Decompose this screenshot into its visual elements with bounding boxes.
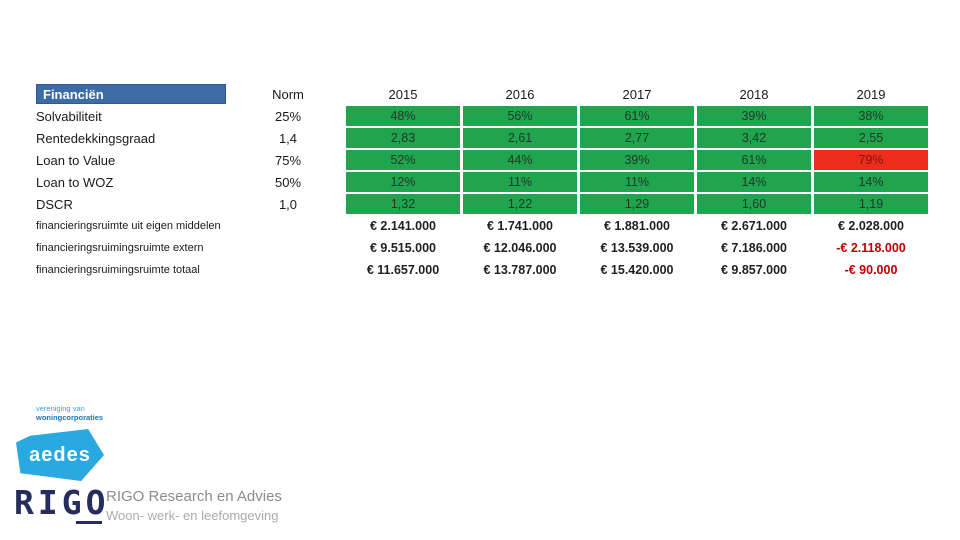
kpi-value-cell: 38%	[814, 106, 928, 126]
row-label: DSCR	[36, 196, 73, 212]
norm-value: 1,4	[278, 130, 298, 146]
row-label: Solvabiliteit	[36, 108, 102, 124]
year-header-2015: 2015	[388, 86, 418, 102]
kpi-value-cell: 1,22	[463, 194, 577, 214]
kpi-value-cell: 79%	[814, 150, 928, 170]
kpi-value-cell: 1,29	[580, 194, 694, 214]
year-header-2019: 2019	[856, 86, 886, 102]
kpi-value-cell: 39%	[697, 106, 811, 126]
kpi-value-cell: 2,83	[346, 128, 460, 148]
money-value-cell: € 2.028.000	[837, 219, 905, 233]
norm-value: 50%	[274, 174, 302, 190]
money-value-cell: € 9.515.000	[369, 241, 437, 255]
money-value-cell: € 1.881.000	[603, 219, 671, 233]
money-value-cell: € 13.539.000	[600, 241, 674, 255]
kpi-value-cell: 39%	[580, 150, 694, 170]
money-value-cell: € 15.420.000	[600, 263, 674, 277]
aedes-logo-text: aedes	[29, 443, 91, 466]
row-label: Loan to Value	[36, 152, 116, 168]
norm-value: 1,0	[278, 196, 298, 212]
rigo-logo-underline	[76, 521, 102, 524]
norm-value: 75%	[274, 152, 302, 168]
rigo-logo-text: RIGO	[14, 483, 110, 522]
kpi-value-cell: 14%	[697, 172, 811, 192]
kpi-value-cell: 11%	[580, 172, 694, 192]
year-header-2016: 2016	[505, 86, 535, 102]
year-header-2017: 2017	[622, 86, 652, 102]
money-value-cell: -€ 2.118.000	[836, 241, 906, 255]
money-value-cell: € 13.787.000	[483, 263, 557, 277]
norm-column-header: Norm	[272, 86, 304, 102]
norm-empty-cell	[257, 260, 343, 280]
money-value-cell: € 2.141.000	[369, 219, 437, 233]
money-value-cell: € 7.186.000	[720, 241, 788, 255]
money-value-cell: € 12.046.000	[483, 241, 557, 255]
kpi-value-cell: 48%	[346, 106, 460, 126]
row-label: Rentedekkingsgraad	[36, 130, 156, 146]
aedes-tagline: vereniging van woningcorporaties	[36, 404, 103, 422]
kpi-value-cell: 44%	[463, 150, 577, 170]
money-value-cell: € 9.857.000	[720, 263, 788, 277]
kpi-value-cell: 14%	[814, 172, 928, 192]
row-label: financieringsruimingsruimte totaal	[36, 264, 200, 276]
kpi-value-cell: 61%	[697, 150, 811, 170]
kpi-value-cell: 11%	[463, 172, 577, 192]
rigo-company-tagline: Woon- werk- en leefomgeving	[106, 508, 279, 523]
rigo-logo: RIGO	[14, 483, 109, 523]
kpi-value-cell: 1,19	[814, 194, 928, 214]
financial-table: Financiën Norm 2015 2016 2017 2018 2019 Solvabi…	[36, 84, 928, 280]
norm-empty-cell	[257, 238, 343, 258]
aedes-tagline-line1: vereniging van	[36, 404, 85, 413]
aedes-logo: aedes	[16, 429, 104, 481]
rigo-company-name: RIGO Research en Advies	[106, 488, 282, 505]
money-value-cell: € 2.671.000	[720, 219, 788, 233]
norm-empty-cell	[257, 216, 343, 236]
kpi-value-cell: 1,60	[697, 194, 811, 214]
table-title-financien: Financiën	[36, 84, 226, 104]
row-label: Loan to WOZ	[36, 174, 114, 190]
row-label: financieringsruimingsruimte extern	[36, 242, 204, 254]
money-value-cell: € 1.741.000	[486, 219, 554, 233]
kpi-value-cell: 2,77	[580, 128, 694, 148]
kpi-value-cell: 52%	[346, 150, 460, 170]
money-value-cell: -€ 90.000	[844, 263, 898, 277]
kpi-value-cell: 3,42	[697, 128, 811, 148]
kpi-value-cell: 61%	[580, 106, 694, 126]
row-label: financieringsruimte uit eigen middelen	[36, 220, 221, 232]
kpi-value-cell: 1,32	[346, 194, 460, 214]
norm-value: 25%	[274, 108, 302, 124]
year-header-2018: 2018	[739, 86, 769, 102]
kpi-value-cell: 12%	[346, 172, 460, 192]
money-value-cell: € 11.657.000	[366, 263, 440, 277]
kpi-value-cell: 56%	[463, 106, 577, 126]
table-header-cell: Financiën	[36, 84, 254, 104]
kpi-value-cell: 2,55	[814, 128, 928, 148]
aedes-tagline-line2: woningcorporaties	[36, 413, 104, 422]
kpi-value-cell: 2,61	[463, 128, 577, 148]
